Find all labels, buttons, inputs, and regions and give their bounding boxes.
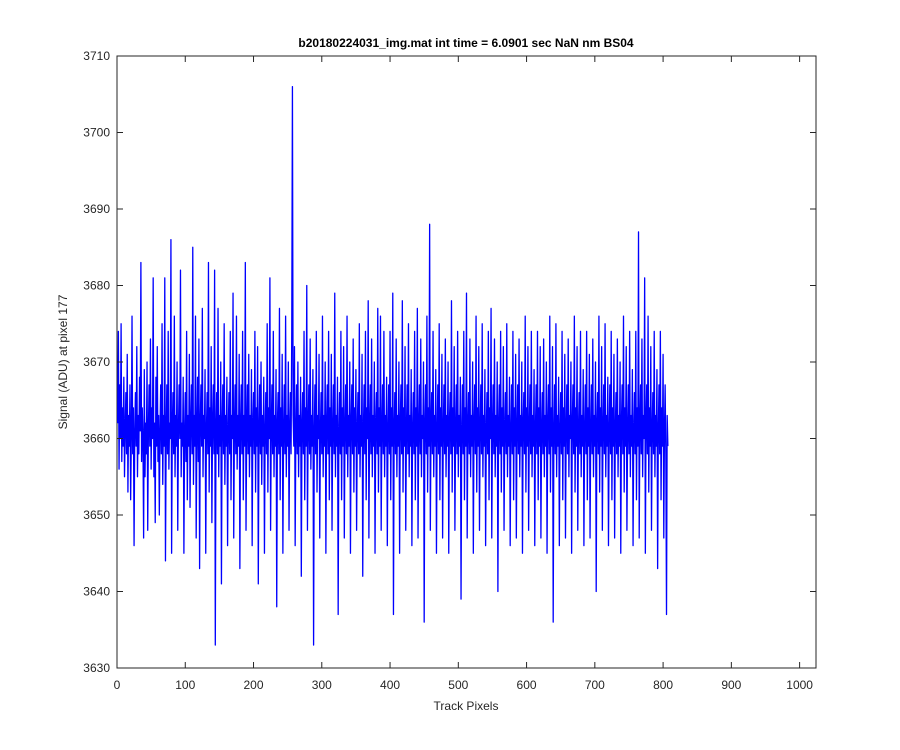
y-tick-label: 3660: [83, 432, 110, 446]
x-tick-label: 500: [448, 678, 468, 692]
x-tick-label: 600: [517, 678, 537, 692]
y-tick-label: 3670: [83, 355, 110, 369]
y-tick-label: 3630: [83, 661, 110, 675]
x-tick-label: 300: [312, 678, 332, 692]
x-tick-label: 900: [721, 678, 741, 692]
x-tick-label: 0: [114, 678, 121, 692]
x-tick-label: 800: [653, 678, 673, 692]
series-layer: [117, 85, 669, 646]
x-tick-label: 400: [380, 678, 400, 692]
y-axis-label: Signal (ADU) at pixel 177: [56, 294, 70, 429]
y-tick-label: 3690: [83, 202, 110, 216]
series-line-0: [117, 85, 669, 646]
y-tick-label: 3680: [83, 279, 110, 293]
y-tick-label: 3650: [83, 508, 110, 522]
axes-layer: 0 100 200 300 400 500 600 700 800 900 1000 3630 3640…: [83, 49, 816, 692]
x-tick-label: 1000: [786, 678, 813, 692]
y-tick-label: 3700: [83, 126, 110, 140]
y-tick-label: 3710: [83, 49, 110, 63]
x-axis-label: Track Pixels: [434, 699, 499, 713]
x-tick-label: 200: [244, 678, 264, 692]
chart-title: b20180224031_img.mat int time = 6.0901 s…: [298, 36, 634, 50]
x-tick-label: 100: [175, 678, 195, 692]
y-tick-label: 3640: [83, 585, 110, 599]
x-tick-label: 700: [585, 678, 605, 692]
